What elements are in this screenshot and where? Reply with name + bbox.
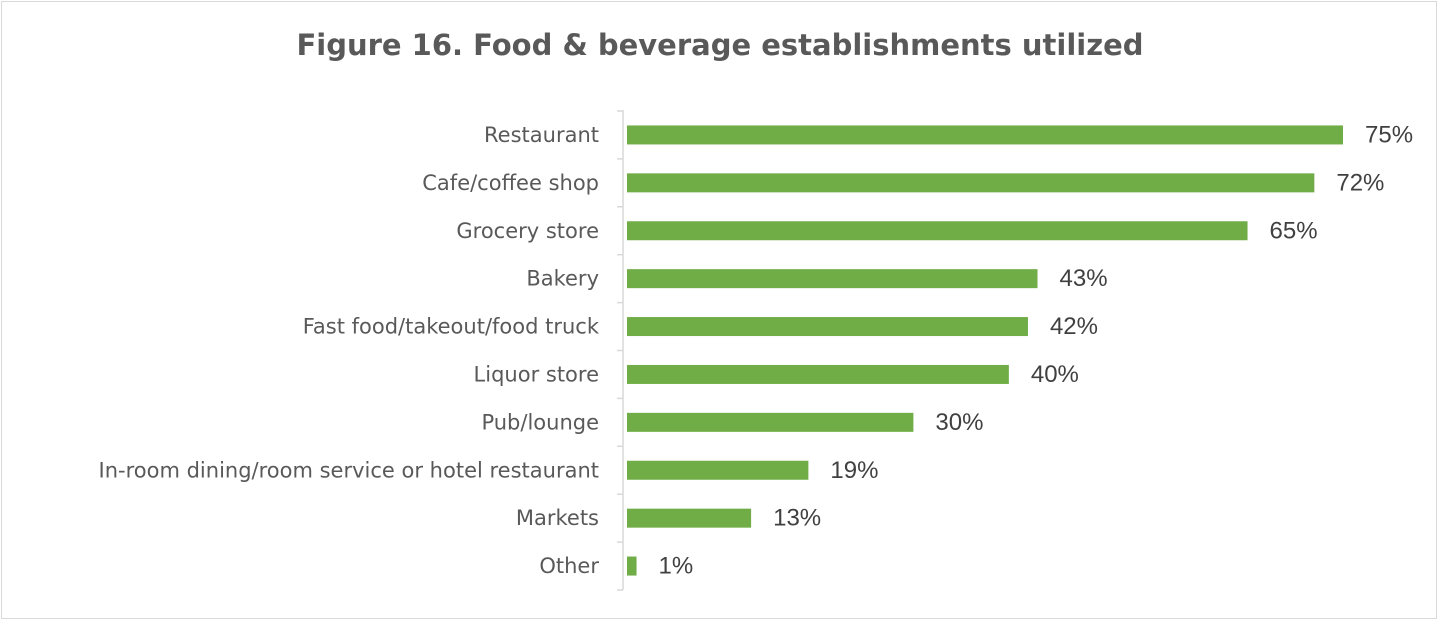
category-label: Liquor store	[474, 362, 599, 386]
data-label: 40%	[1031, 361, 1079, 388]
category-label: Fast food/takeout/food truck	[303, 315, 600, 339]
data-label: 72%	[1336, 169, 1384, 196]
category-label: Grocery store	[456, 219, 599, 243]
data-label: 13%	[773, 505, 821, 532]
bar	[627, 460, 809, 480]
bar	[627, 125, 1343, 145]
data-label: 65%	[1270, 217, 1318, 244]
category-label: Restaurant	[484, 123, 599, 147]
data-label: 42%	[1050, 313, 1098, 340]
bar	[627, 317, 1028, 337]
data-label: 75%	[1365, 121, 1413, 148]
bar	[627, 173, 1315, 193]
data-label: 30%	[935, 409, 983, 436]
data-label: 19%	[830, 457, 878, 484]
bar	[627, 364, 1009, 384]
category-label: Bakery	[526, 267, 599, 291]
bar	[627, 556, 637, 576]
data-label: 1%	[659, 553, 694, 580]
bar	[627, 508, 752, 528]
bar	[627, 269, 1038, 289]
bar	[627, 221, 1248, 241]
category-label: Other	[539, 554, 599, 578]
bar	[627, 412, 914, 432]
category-label: Pub/lounge	[481, 410, 599, 434]
category-label: In-room dining/room service or hotel res…	[99, 458, 599, 482]
category-label: Markets	[516, 506, 599, 530]
category-label: Cafe/coffee shop	[422, 171, 599, 195]
data-label: 43%	[1060, 265, 1108, 292]
chart-title: Figure 16. Food & beverage establishment…	[296, 28, 1144, 62]
